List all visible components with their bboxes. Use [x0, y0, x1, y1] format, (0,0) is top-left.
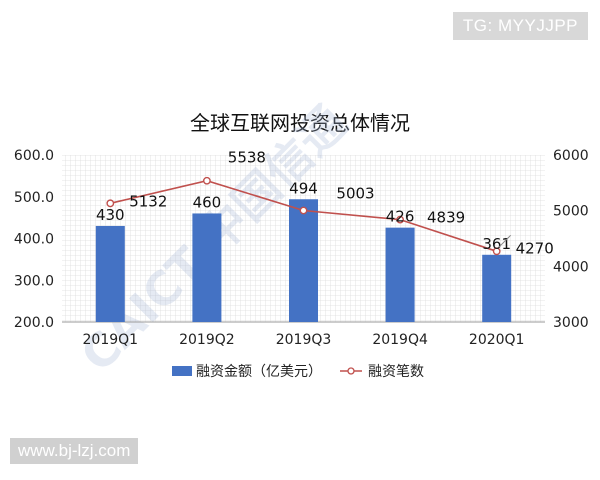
line-value-label: 4839 [427, 209, 465, 227]
y-right-tick-label: 5000 [553, 204, 589, 220]
site-url: www.bj-lzj.com [10, 438, 139, 464]
bar-value-label: 426 [386, 208, 415, 226]
bar-value-label: 460 [193, 193, 222, 211]
bar [289, 199, 318, 322]
x-category-label: 2019Q3 [276, 332, 332, 348]
bar [385, 227, 415, 322]
legend-marker-line [347, 367, 355, 375]
y-right-tick-label: 6000 [553, 148, 589, 164]
legend-label-line: 融资笔数 [368, 364, 424, 380]
bar [482, 254, 512, 322]
legend-label-bar: 融资金额（亿美元） [196, 364, 322, 380]
y-left-tick-label: 200.0 [14, 315, 54, 331]
x-category-label: 2019Q2 [179, 332, 235, 348]
legend-swatch-bar [172, 366, 192, 376]
y-left-tick-label: 400.0 [14, 232, 54, 248]
y-right-tick-label: 3000 [553, 315, 589, 331]
chart-title: 全球互联网投资总体情况 [190, 111, 410, 135]
bar [95, 225, 125, 322]
bar-value-label: 430 [96, 206, 125, 224]
y-left-tick-label: 500.0 [14, 190, 54, 206]
channel-badge: TG: MYYJJPP [452, 12, 588, 40]
line-point [396, 215, 404, 224]
line-point [106, 199, 115, 208]
bar-value-label: 494 [289, 179, 318, 197]
bar [192, 213, 222, 322]
bar-value-label: 361 [482, 235, 511, 253]
line-value-label: 4270 [516, 239, 554, 257]
line-value-label: 5003 [336, 184, 374, 202]
y-right-tick-label: 4000 [553, 259, 589, 275]
line-point [492, 247, 501, 256]
line-point [299, 206, 308, 215]
x-category-label: 2019Q1 [83, 332, 139, 348]
line-value-label: 5132 [129, 192, 167, 210]
x-category-label: 2019Q4 [372, 332, 428, 348]
line-point [202, 176, 211, 185]
line-value-label: 5538 [228, 149, 266, 167]
y-left-tick-label: 600.0 [14, 148, 54, 164]
label-leader-line [498, 234, 512, 248]
y-left-tick-label: 300.0 [14, 273, 54, 289]
x-category-label: 2020Q1 [469, 332, 525, 348]
